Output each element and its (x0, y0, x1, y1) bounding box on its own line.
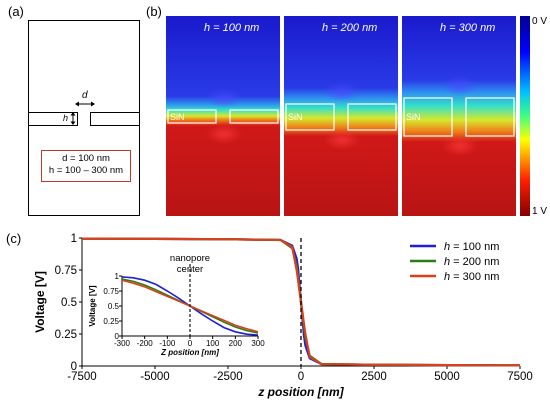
param-d: d = 100 nm (62, 153, 110, 164)
potential-heatmaps (166, 16, 516, 216)
x-tick-label: -2500 (213, 371, 242, 383)
membrane-left (29, 112, 78, 126)
annotation-line-1: nanopore (170, 253, 210, 264)
panel-c-label: (c) (6, 231, 22, 246)
membrane-outline (403, 97, 453, 137)
panel-a-label: (a) (8, 4, 24, 19)
membrane-outline (229, 109, 279, 124)
sin-label-1: SiN (170, 112, 185, 122)
x-tick-label: 0 (188, 339, 193, 348)
y-tick-label: 0.75 (103, 287, 119, 296)
param-h: h = 100 – 300 nm (48, 165, 124, 176)
voltage-chart: -7500 -5000 -2500 0 2500 5000 7500 0 0.25 0.5 0.75… (33, 233, 533, 399)
y-tick-label: 0.25 (103, 317, 119, 326)
colorbar (520, 16, 530, 216)
membrane-outline (347, 103, 397, 131)
h-symbol: h (63, 113, 69, 123)
heatmap-h300 (402, 16, 516, 216)
x-tick-label: -200 (137, 339, 154, 348)
heatmap-title-3: h = 300 nm (440, 22, 496, 34)
x-axis-label: z position [nm] (257, 385, 344, 399)
x-axis-label: Z position [nm] (160, 348, 219, 357)
y-tick-label: 0.25 (55, 329, 77, 341)
x-tick-label: 5000 (434, 371, 460, 383)
membrane-outline (285, 103, 335, 131)
main-plot: -7500 -5000 -2500 0 2500 5000 7500 0 0.25 0.5 0.75… (33, 233, 533, 399)
series-line-3 (81, 237, 521, 367)
y-tick-label: 0 (71, 361, 77, 373)
y-tick-label: 1 (115, 272, 120, 281)
geometry-schematic (28, 20, 140, 216)
parameter-box: d = 100 nm h = 100 – 300 nm (41, 150, 131, 182)
sin-label-3: SiN (406, 112, 421, 122)
heatmap-title-1: h = 100 nm (204, 22, 260, 34)
heatmap-h100 (166, 16, 280, 216)
sin-label-2: SiN (288, 112, 303, 122)
x-tick-label: 7500 (507, 371, 533, 383)
x-tick-label: 100 (206, 339, 220, 348)
heatmap-title-2: h = 200 nm (322, 22, 378, 34)
x-tick-label: -100 (159, 339, 176, 348)
membrane-outline (167, 109, 217, 124)
y-tick-label: 0 (115, 332, 120, 341)
x-tick-label: -300 (114, 339, 131, 348)
legend-label-1: h = 100 nm (444, 241, 499, 253)
y-tick-label: 0.75 (55, 265, 77, 277)
x-tick-label: 2500 (361, 371, 387, 383)
legend-label-3: h = 300 nm (444, 271, 499, 283)
y-tick-label: 0.5 (61, 297, 77, 309)
panel-b-label: (b) (146, 4, 162, 19)
y-axis-label: Voltage [V] (88, 285, 97, 327)
inset-plot: -300 -200 -100 0 100 200 300 0 0.25 0.5 0.75 1 Z pos… (88, 253, 265, 357)
annotation-line-2: center (177, 264, 203, 275)
legend-label-2: h = 200 nm (444, 256, 499, 268)
h-arrow-icon (70, 112, 76, 125)
d-symbol: d (82, 90, 88, 101)
x-tick-label: -5000 (140, 371, 169, 383)
y-tick-label: 0.5 (108, 302, 120, 311)
x-tick-label: 300 (251, 339, 265, 348)
x-tick-label: 0 (298, 371, 304, 383)
d-arrow-icon (75, 101, 95, 107)
x-tick-label: -7500 (67, 371, 96, 383)
y-tick-label: 1 (71, 233, 77, 245)
colorbar-top-label: 0 V (532, 16, 548, 27)
y-axis-label: Voltage [V] (33, 271, 47, 333)
membrane-right (90, 112, 139, 126)
x-tick-label: 200 (229, 339, 243, 348)
colorbar-bottom-label: 1 V (532, 206, 548, 217)
membrane-outline (465, 97, 515, 137)
heatmap-h200 (284, 16, 398, 216)
